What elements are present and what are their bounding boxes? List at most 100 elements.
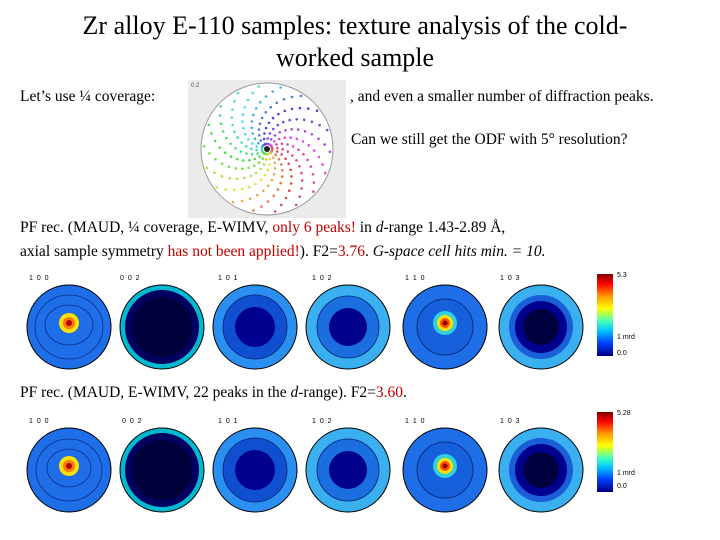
coverage-dot — [272, 173, 276, 176]
coverage-dot — [254, 182, 257, 186]
pf2-label-002: 0 0 2 — [122, 418, 143, 425]
coverage-dot — [262, 137, 266, 141]
coverage-dot — [256, 152, 259, 155]
coverage-dot — [286, 150, 290, 153]
coverage-dot — [236, 136, 239, 139]
coverage-dot — [210, 132, 213, 135]
coverage-dot — [231, 123, 234, 127]
coverage-dot — [264, 126, 268, 130]
coverage-dot — [221, 130, 225, 133]
coverage-dot — [311, 173, 315, 176]
coverage-dot — [266, 200, 270, 203]
coverage-dot — [301, 140, 305, 143]
coverage-dot — [242, 126, 245, 130]
coverage-dot — [291, 145, 295, 148]
coverage-dot — [243, 176, 246, 180]
coverage-dot — [277, 158, 281, 161]
inset-corner-label: 0.2 — [191, 83, 200, 89]
coverage-dot — [278, 131, 282, 134]
coverage-dot — [303, 130, 307, 133]
coverage-dot — [243, 106, 246, 109]
coverage-dot — [241, 113, 245, 116]
coverage-dot — [296, 128, 300, 131]
coverage-dot — [228, 176, 232, 180]
coverage-plot — [200, 82, 334, 216]
coverage-dot — [266, 184, 270, 187]
pf1-color-scale — [597, 274, 613, 356]
pf2-scale-max: 5.28 — [617, 410, 631, 417]
pf1-scale-mid: 1 mrd — [617, 334, 635, 341]
coverage-dot — [300, 187, 303, 190]
coverage-dot — [263, 173, 267, 177]
coverage-dot — [218, 114, 222, 117]
coverage-dot — [276, 146, 279, 150]
pf2-label-100: 1 0 0 — [29, 418, 50, 425]
coverage-dot — [271, 90, 274, 93]
pf2-label-101: 1 0 1 — [218, 418, 239, 425]
coverage-dot — [247, 185, 251, 189]
intro-left-text: Let’s use ¼ coverage: — [20, 88, 156, 105]
coverage-dot — [261, 157, 265, 160]
coverage-dot — [239, 150, 243, 153]
coverage-dot — [275, 143, 278, 146]
coverage-dot — [282, 98, 286, 101]
coverage-dot — [259, 139, 263, 142]
title-line-1: Zr alloy E-110 samples: texture analysis… — [82, 11, 628, 40]
pf1-102-plot — [305, 284, 391, 370]
coverage-dot — [281, 169, 284, 172]
coverage-dot — [202, 144, 206, 148]
coverage-dot — [264, 95, 268, 98]
coverage-dot — [295, 159, 298, 162]
coverage-dot — [251, 142, 254, 145]
coverage-dot — [208, 152, 211, 155]
coverage-dot — [258, 134, 261, 137]
coverage-dot — [240, 187, 244, 191]
pf2-110-plot — [402, 427, 488, 513]
coverage-dot — [231, 108, 234, 111]
coverage-dot — [252, 113, 255, 117]
coverage-dot — [234, 147, 237, 150]
coverage-dot — [242, 159, 245, 162]
coverage-dot — [273, 134, 277, 137]
coverage-dot — [260, 116, 264, 120]
pf1-label-101: 1 0 1 — [218, 275, 239, 282]
pf1-label-110: 1 1 0 — [405, 275, 426, 282]
coverage-dot — [284, 196, 288, 200]
coverage-dot — [262, 163, 266, 166]
coverage-dot — [274, 153, 277, 157]
coverage-dot — [273, 161, 276, 164]
intro-right-text: , and even a smaller number of diffracti… — [350, 88, 654, 105]
coverage-dot — [321, 163, 324, 166]
coverage-dot — [298, 165, 301, 168]
coverage-dot — [281, 147, 284, 151]
coverage-dot — [241, 120, 244, 123]
coverage-dot — [236, 177, 239, 180]
coverage-dot — [283, 109, 287, 113]
coverage-dot — [298, 106, 302, 110]
coverage-dot — [248, 159, 251, 162]
section1-caption-line2: axial sample symmetry has not been appli… — [20, 243, 546, 260]
coverage-dot — [215, 186, 219, 189]
coverage-dot — [269, 105, 272, 109]
coverage-dot — [224, 188, 227, 191]
coverage-dot — [270, 146, 274, 150]
coverage-dot — [277, 137, 281, 141]
coverage-dot — [270, 178, 274, 182]
coverage-dot — [240, 141, 243, 144]
coverage-dot — [290, 95, 294, 99]
coverage-dot — [318, 123, 321, 127]
coverage-dot — [273, 167, 277, 170]
coverage-dot — [250, 147, 253, 151]
coverage-dot — [251, 91, 254, 95]
coverage-dot — [252, 209, 255, 212]
coverage-dot — [234, 167, 238, 170]
coverage-dot — [287, 162, 290, 166]
coverage-dot — [259, 178, 263, 182]
coverage-dot — [257, 161, 261, 164]
coverage-dot — [257, 85, 261, 88]
coverage-dot — [244, 145, 248, 148]
pf2-101-plot — [212, 427, 298, 513]
coverage-dot — [254, 107, 258, 110]
coverage-dot — [223, 151, 227, 154]
coverage-dot — [257, 141, 260, 145]
